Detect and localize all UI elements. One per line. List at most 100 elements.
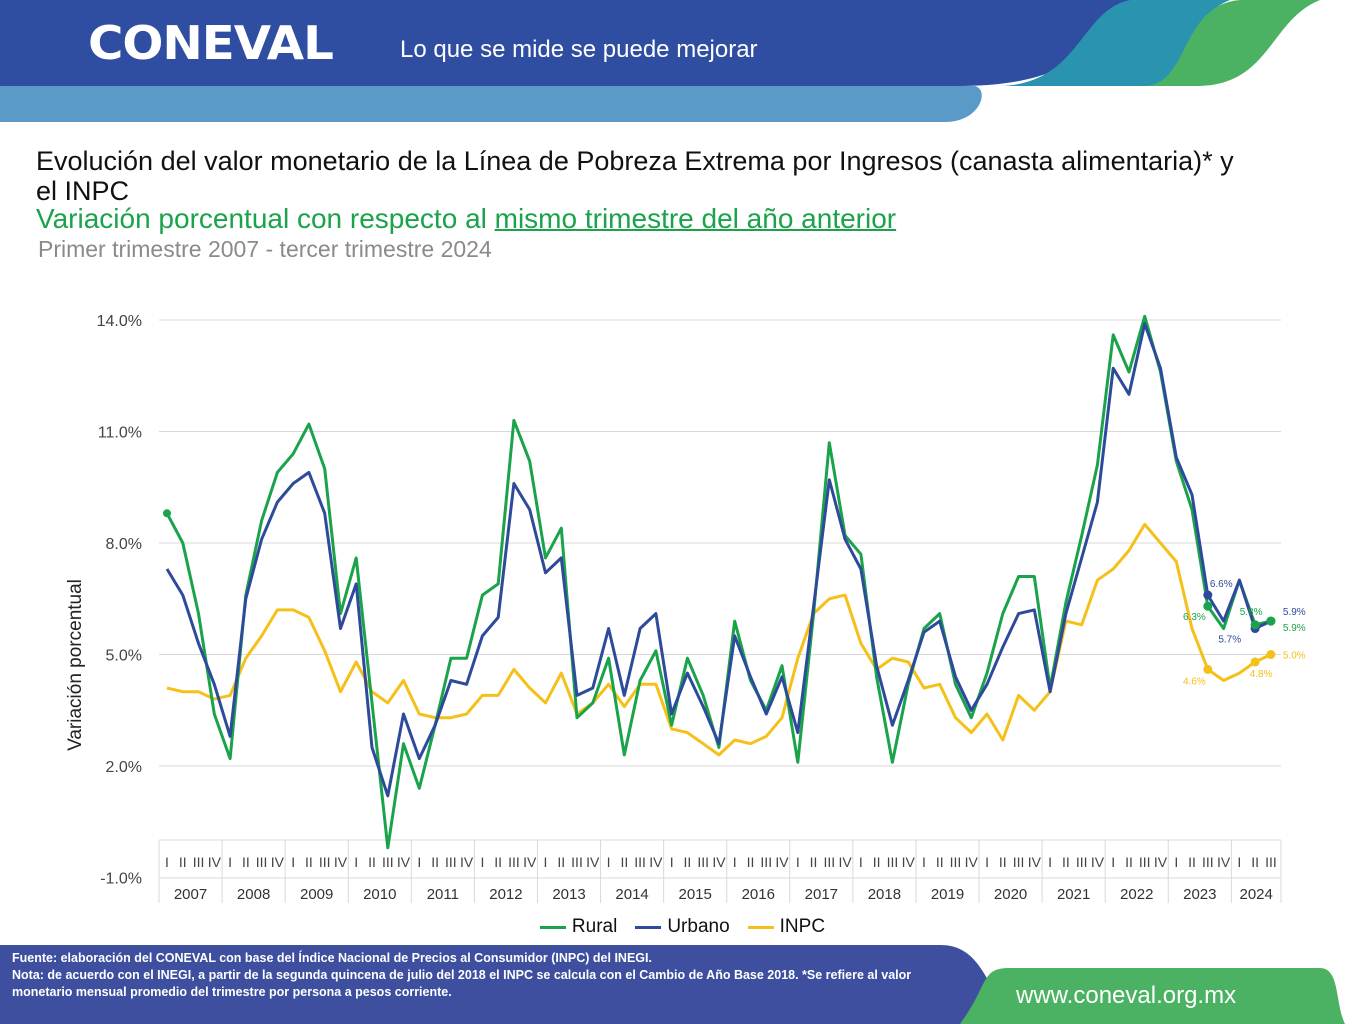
data-label-urbano: 5.7% — [1218, 635, 1241, 646]
x-tick-quarter: II — [1062, 854, 1070, 870]
coneval-logo: CONEVAL — [88, 16, 334, 70]
x-tick-quarter: III — [824, 854, 836, 870]
x-tick-quarter: III — [950, 854, 962, 870]
legend-label-rural: Rural — [571, 916, 618, 937]
data-point-inpc — [1266, 650, 1276, 660]
data-labels: 6.6% 6.3% 5.7% 5.8% 5.9% 5.9% 4.6% 4.8% 5.0% — [1183, 579, 1306, 687]
legend-swatch-inpc — [747, 925, 774, 929]
legend-item-rural: Rural — [539, 916, 618, 938]
footnote-note: Nota: de acuerdo con el INEGI, a partir … — [12, 968, 912, 999]
x-tick-year: 2009 — [300, 886, 333, 903]
data-label-inpc: 5.0% — [1283, 651, 1306, 662]
x-tick-year: 2018 — [868, 886, 901, 903]
data-label-rural: 6.3% — [1183, 612, 1206, 623]
y-axis-label: Variación porcentual — [65, 579, 86, 751]
x-tick-year: 2008 — [237, 886, 270, 903]
y-tick-label: 8.0% — [106, 536, 142, 553]
website-link[interactable]: www.coneval.org.mx — [1016, 982, 1237, 1009]
chart-legend: Rural Urbano INPC — [0, 916, 1365, 938]
x-tick-year: 2024 — [1239, 886, 1272, 903]
x-tick-year: 2013 — [552, 886, 585, 903]
x-tick-quarter: II — [242, 854, 250, 870]
data-label-inpc: 4.8% — [1250, 669, 1273, 680]
y-tick-label: 2.0% — [106, 759, 142, 776]
x-tick-quarter: I — [1048, 854, 1052, 870]
x-tick-year: 2022 — [1120, 886, 1153, 903]
x-tick-quarter: I — [1111, 854, 1115, 870]
header-tagline: Lo que se mide se puede mejorar — [400, 36, 758, 63]
data-label-urbano: 6.6% — [1210, 579, 1233, 590]
chart-period: Primer trimestre 2007 - tercer trimestre… — [38, 236, 492, 262]
x-tick-quarter: I — [796, 854, 800, 870]
x-tick-quarter: I — [417, 854, 421, 870]
x-tick-quarter: IV — [775, 854, 789, 870]
x-tick-year: 2016 — [742, 886, 775, 903]
series-lines — [163, 314, 1272, 850]
legend-label-inpc: INPC — [779, 916, 826, 937]
x-tick-quarter: IV — [271, 854, 285, 870]
x-tick-quarter: III — [445, 854, 457, 870]
x-tick-quarter: III — [1076, 854, 1088, 870]
header-background — [0, 0, 1365, 122]
footnote: Fuente: elaboración del CONEVAL con base… — [12, 950, 952, 1001]
x-tick-quarter: I — [544, 854, 548, 870]
x-tick-quarter: I — [922, 854, 926, 870]
x-tick-quarter: I — [859, 854, 863, 870]
x-tick-quarter: IV — [397, 854, 411, 870]
x-tick-quarter: IV — [586, 854, 600, 870]
data-point-rural — [163, 509, 171, 518]
series-line-rural — [165, 314, 1272, 850]
x-tick-quarter: III — [508, 854, 520, 870]
chart-subtitle: Variación porcentual con respecto al mis… — [36, 203, 896, 235]
x-tick-quarter: III — [634, 854, 646, 870]
x-tick-quarter: I — [480, 854, 484, 870]
x-tick-quarter: IV — [649, 854, 663, 870]
x-tick-quarter: II — [873, 854, 881, 870]
footnote-source: Fuente: elaboración del CONEVAL con base… — [12, 951, 652, 965]
x-tick-quarter: III — [1013, 854, 1025, 870]
x-tick-quarter: IV — [208, 854, 222, 870]
x-tick-year: 2019 — [931, 886, 964, 903]
header-banner: CONEVAL Lo que se mide se puede mejorar — [0, 0, 1365, 122]
x-tick-quarter: IV — [334, 854, 348, 870]
y-tick-label: 5.0% — [106, 648, 142, 665]
x-tick-quarter: III — [887, 854, 899, 870]
x-tick-quarter: III — [382, 854, 394, 870]
x-tick-quarter: IV — [965, 854, 979, 870]
x-tick-quarter: II — [620, 854, 628, 870]
x-tick-year: 2007 — [174, 886, 207, 903]
x-tick-quarter: III — [193, 854, 205, 870]
chart-title: Evolución del valor monetario de la Líne… — [36, 146, 1234, 206]
data-point-rural — [1203, 601, 1213, 611]
x-tick-quarter: II — [368, 854, 376, 870]
data-label-rural: 5.8% — [1240, 607, 1263, 618]
x-tick-quarter: II — [494, 854, 502, 870]
grid-lines — [159, 319, 1281, 767]
x-tick-quarter: II — [1125, 854, 1133, 870]
x-tick-quarter: III — [1202, 854, 1214, 870]
series-line-inpc — [166, 522, 1272, 757]
x-tick-quarter: II — [936, 854, 944, 870]
data-point-inpc — [1203, 664, 1213, 674]
x-tick-quarter: II — [810, 854, 818, 870]
legend-label-urbano: Urbano — [667, 916, 730, 937]
y-axis-ticks: 14.0% 11.0% 8.0% 5.0% 2.0% -1.0% — [97, 313, 142, 888]
x-tick-quarter: IV — [1154, 854, 1168, 870]
x-tick-year: 2014 — [615, 886, 648, 903]
x-tick-quarter: IV — [460, 854, 474, 870]
x-tick-quarter: II — [431, 854, 439, 870]
data-label-urbano: 5.9% — [1283, 607, 1306, 618]
x-tick-quarter: III — [256, 854, 268, 870]
x-tick-quarter: IV — [712, 854, 726, 870]
x-tick-year: 2023 — [1183, 886, 1216, 903]
x-tick-quarter: I — [670, 854, 674, 870]
x-tick-quarter: IV — [1217, 854, 1231, 870]
footer-background — [0, 945, 1345, 1024]
x-tick-quarter: III — [319, 854, 331, 870]
data-label-rural: 5.9% — [1283, 623, 1306, 634]
x-tick-quarter: II — [684, 854, 692, 870]
x-tick-year: 2010 — [363, 886, 396, 903]
x-tick-quarter: II — [179, 854, 187, 870]
x-tick-quarter: I — [291, 854, 295, 870]
